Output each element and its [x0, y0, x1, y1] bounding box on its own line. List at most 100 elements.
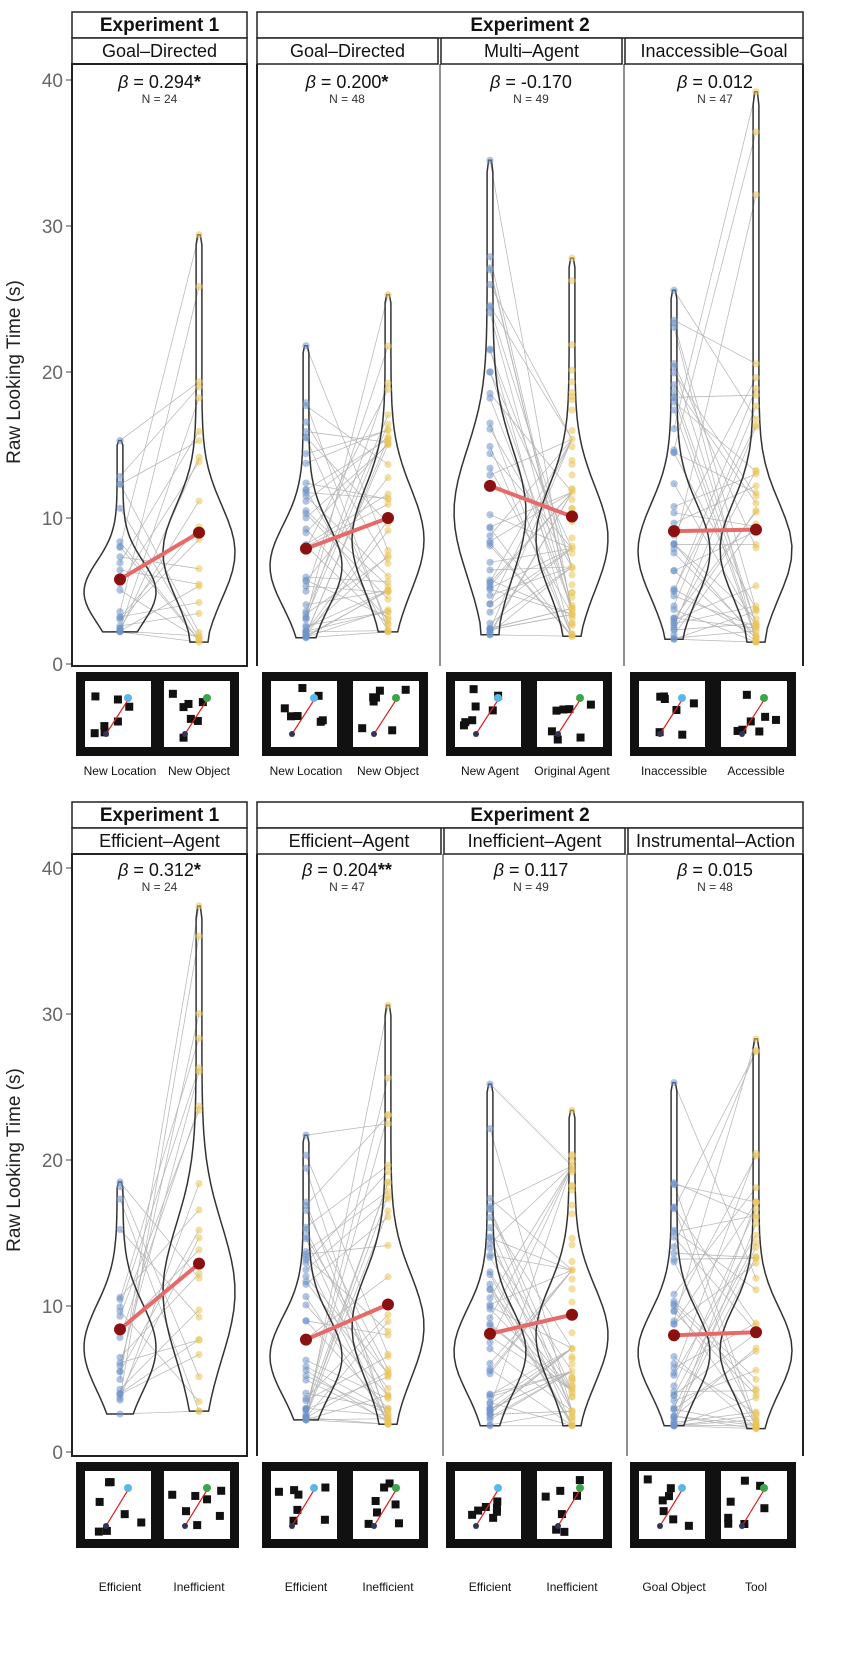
data-point	[568, 1201, 576, 1209]
pair-line	[673, 1187, 757, 1295]
significance-stars: *	[194, 860, 201, 880]
y-tick-label: 40	[42, 859, 63, 880]
data-point	[302, 1396, 310, 1405]
data-point	[670, 1258, 678, 1266]
pair-line	[673, 630, 757, 639]
data-point	[670, 1228, 678, 1236]
wall-block	[493, 1497, 502, 1506]
data-point	[670, 369, 678, 377]
data-point	[568, 471, 576, 479]
data-point	[670, 1418, 678, 1427]
pair-line	[489, 579, 573, 615]
data-point	[752, 1046, 760, 1055]
data-point	[752, 638, 760, 646]
data-point	[486, 302, 494, 310]
data-point	[568, 1157, 576, 1166]
wall-block	[316, 717, 325, 726]
pair-line	[305, 1077, 389, 1411]
data-point	[302, 582, 310, 590]
pair-line	[673, 1424, 757, 1427]
data-point	[670, 1320, 678, 1328]
pair-line	[673, 451, 757, 494]
data-point	[302, 1376, 310, 1384]
data-point	[568, 1166, 576, 1174]
data-point	[116, 608, 124, 616]
data-point	[752, 1184, 760, 1192]
beta-label: β = 0.012	[676, 72, 753, 92]
pair-line	[119, 1309, 200, 1390]
data-point	[752, 1259, 760, 1267]
data-point	[302, 529, 310, 537]
wall-block	[553, 735, 562, 744]
mean-line	[305, 1302, 389, 1342]
data-point	[752, 1319, 760, 1327]
data-point	[384, 572, 392, 580]
points-0	[486, 156, 494, 639]
data-point	[195, 902, 203, 910]
y-tick-label: 0	[52, 655, 63, 676]
data-point	[486, 511, 494, 519]
mean-line	[673, 527, 757, 534]
pair-line	[305, 429, 389, 464]
pair-line	[489, 607, 573, 629]
data-point	[752, 384, 760, 393]
wall-block	[358, 724, 367, 733]
pair-line	[673, 1183, 757, 1422]
pair-line	[489, 1306, 573, 1349]
data-point	[486, 1359, 494, 1367]
data-point	[486, 1233, 494, 1241]
panel-title: Efficient–Agent	[289, 831, 410, 851]
wall-block	[760, 1504, 769, 1513]
wall-block	[113, 695, 122, 704]
data-point	[384, 578, 392, 586]
data-point	[568, 435, 576, 443]
data-point	[116, 480, 124, 488]
path-arrow	[741, 699, 765, 735]
beta-label: β = 0.294*	[117, 72, 201, 92]
pair-line	[119, 1186, 200, 1377]
data-point	[670, 1079, 678, 1087]
pair-line	[119, 1198, 200, 1412]
pair-line	[673, 483, 757, 627]
data-point	[302, 1259, 310, 1267]
data-point	[670, 549, 678, 557]
data-point	[195, 1234, 203, 1242]
data-point	[486, 419, 494, 427]
beta-value: -0.170	[521, 72, 572, 92]
pair-line	[673, 530, 757, 572]
wall-block	[380, 1483, 389, 1492]
pair-line	[489, 1165, 573, 1245]
pair-line	[489, 438, 573, 476]
data-point	[302, 587, 310, 595]
pair-line	[305, 405, 389, 465]
pair-line	[489, 1370, 573, 1410]
data-point	[670, 1243, 678, 1251]
agent-marker	[371, 1523, 377, 1529]
beta-value: 0.294	[149, 72, 194, 92]
experiment-header-label: Experiment 1	[100, 805, 220, 826]
data-point	[568, 581, 576, 589]
pair-line	[305, 1182, 389, 1410]
condition-label: Accessible	[727, 764, 785, 778]
pair-line	[489, 1308, 573, 1392]
pair-line	[489, 371, 573, 609]
data-point	[486, 449, 494, 458]
pair-line	[489, 566, 573, 571]
goal-marker	[124, 694, 132, 702]
data-point	[568, 442, 576, 451]
pair-line	[119, 1237, 200, 1394]
pair-line	[673, 1247, 757, 1408]
pair-line	[673, 406, 757, 607]
data-point	[568, 254, 576, 262]
pair-line	[305, 493, 389, 545]
data-point	[752, 470, 760, 478]
data-point	[302, 492, 310, 500]
data-point	[302, 1131, 310, 1139]
pair-line	[489, 1271, 573, 1412]
thumbnail-field	[537, 681, 603, 747]
data-point	[195, 1336, 203, 1344]
data-point	[670, 406, 678, 414]
data-point	[752, 1286, 760, 1294]
pair-line	[305, 1005, 389, 1420]
pair-line	[673, 1207, 757, 1326]
